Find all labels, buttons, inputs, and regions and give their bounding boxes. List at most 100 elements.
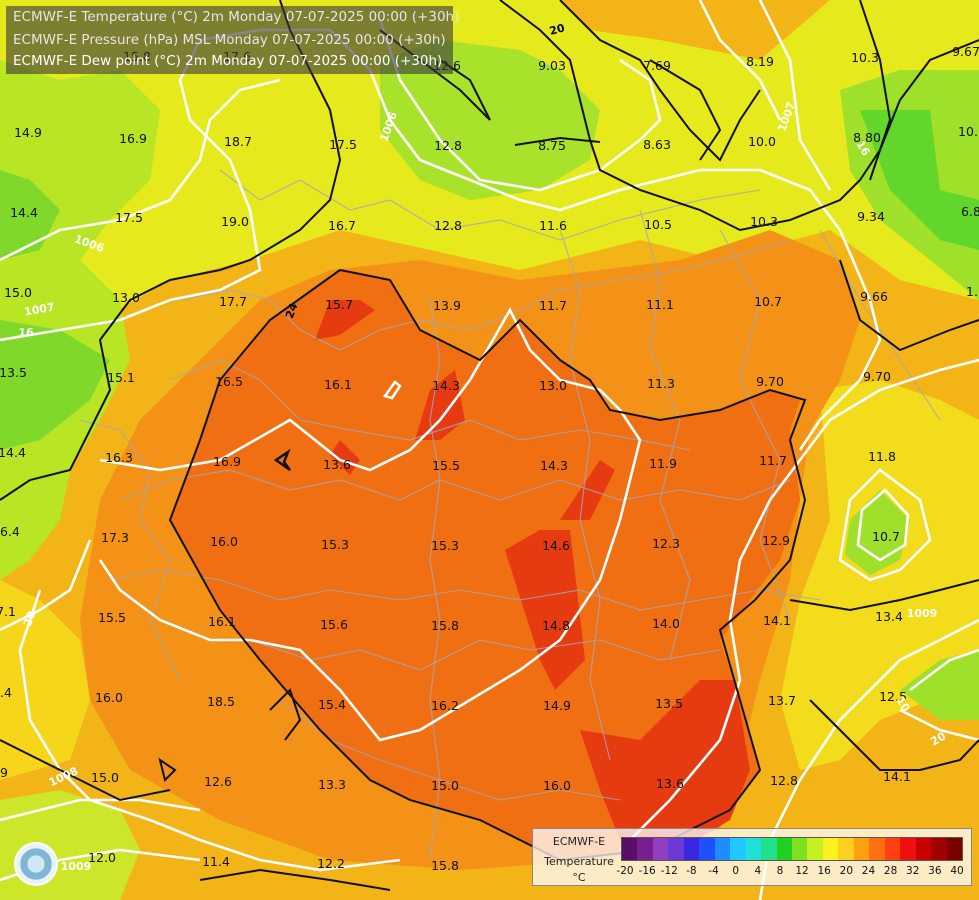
value-label: 16.0 — [95, 690, 123, 705]
value-label: 9 — [0, 765, 8, 780]
value-label: 17.5 — [329, 137, 357, 152]
value-label: 15.3 — [321, 537, 349, 552]
contour-label: 20 — [21, 609, 39, 628]
value-label: 15.8 — [431, 618, 459, 633]
legend-swatch — [931, 838, 947, 860]
value-label: 16.0 — [210, 534, 238, 549]
value-label: 7.1 — [0, 604, 16, 619]
field-red-spot — [505, 460, 615, 690]
value-label: 18.7 — [224, 134, 252, 149]
value-label: 12.5 — [879, 689, 907, 704]
value-label: 14.1 — [883, 769, 911, 784]
legend-swatch — [776, 838, 792, 860]
contour-label: 1009 — [907, 607, 938, 620]
value-label: 13.3 — [318, 777, 346, 792]
legend-tick: 0 — [732, 865, 739, 877]
value-label: 9.03 — [538, 58, 566, 73]
value-label: 12.2 — [317, 856, 345, 871]
value-label: 1. — [966, 284, 978, 299]
value-label: 10.7 — [872, 529, 900, 544]
value-label: 13.0 — [112, 290, 140, 305]
legend-tick: -12 — [660, 865, 678, 877]
value-label: 13.5 — [655, 696, 683, 711]
field-red-spot — [330, 440, 360, 475]
legend-tick: 32 — [906, 865, 920, 877]
value-label: 9.66 — [860, 289, 888, 304]
legend-color-bar — [621, 837, 963, 861]
value-label: 11.3 — [647, 376, 675, 391]
legend-tick: 24 — [861, 865, 876, 877]
legend-title: ECMWF-E — [552, 835, 606, 848]
value-label: 15.6 — [320, 617, 348, 632]
value-label: 16.9 — [119, 131, 147, 146]
legend-swatch — [761, 838, 777, 860]
value-label: 15.5 — [432, 458, 460, 473]
value-label: 8.75 — [538, 138, 566, 153]
map-header: ECMWF-E Temperature (°C) 2m Monday 07-07… — [6, 6, 459, 74]
legend-tick: -8 — [686, 865, 697, 877]
value-label: 16.9 — [213, 454, 241, 469]
value-label: 14.4 — [10, 205, 38, 220]
legend-swatch — [668, 838, 684, 860]
header-line-pressure: ECMWF-E Pressure (hPa) MSL Monday 07-07-… — [13, 32, 446, 48]
legend-swatch — [946, 838, 962, 860]
value-label: 15.1 — [107, 370, 135, 385]
value-label: 14.0 — [652, 616, 680, 631]
legend-swatch — [683, 838, 700, 860]
field-red-spot — [415, 370, 465, 440]
value-label: 9.70 — [863, 369, 891, 384]
value-label: 16.3 — [105, 450, 133, 465]
value-label: 10.3 — [851, 50, 879, 65]
legend-swatch — [637, 838, 653, 860]
legend-tick: 20 — [839, 865, 854, 877]
contour-label: 20 — [548, 21, 566, 38]
field-green-northeast-deep — [860, 110, 979, 250]
value-label: 14.8 — [542, 618, 570, 633]
legend-swatch — [791, 838, 808, 860]
value-label: 8.80 — [853, 130, 881, 145]
legend-swatch — [622, 838, 638, 860]
legend-swatch — [822, 838, 839, 860]
legend-swatch — [915, 838, 932, 860]
legend-tick: 36 — [928, 865, 942, 877]
value-label: 10. — [958, 124, 978, 139]
contour-loop — [273, 448, 291, 472]
contour-label: 1009 — [61, 860, 92, 873]
legend-ticks: -20 -16 -12 -8 -4 0 4 8 12 16 20 24 28 32 36 40 — [616, 865, 964, 879]
value-label: 11.7 — [759, 453, 787, 468]
value-label: 13.7 — [768, 693, 796, 708]
legend-tick: 28 — [883, 865, 898, 877]
value-label: 9.70 — [756, 374, 784, 389]
value-label: 13.5 — [0, 365, 27, 380]
contour-loop — [382, 380, 402, 400]
legend-tick: 4 — [754, 865, 762, 877]
value-label: 14.9 — [14, 125, 42, 140]
value-label: 11.9 — [649, 456, 677, 471]
legend-tick: 40 — [950, 865, 964, 877]
value-label: 16.2 — [431, 698, 459, 713]
value-label: 15.7 — [325, 297, 353, 312]
legend-tick: -16 — [638, 865, 656, 877]
value-label: 10.0 — [748, 134, 776, 149]
value-label: 16.1 — [208, 614, 236, 629]
legend-swatch — [869, 838, 885, 860]
value-label: 9.67 — [952, 44, 979, 59]
value-label: 17.7 — [219, 294, 247, 309]
contour-label: 1007 — [23, 300, 55, 318]
value-label: 15.0 — [431, 778, 459, 793]
value-label: 13.6 — [656, 776, 684, 791]
legend-swatch — [730, 838, 746, 860]
header-line-temperature: ECMWF-E Temperature (°C) 2m Monday 07-07… — [13, 9, 460, 25]
value-label: 11.1 — [646, 297, 674, 312]
legend-swatch — [838, 838, 854, 860]
header-line-dewpoint: ECMWF-E Dew point (°C) 2m Monday 07-07-2… — [13, 53, 443, 69]
value-label: 14.1 — [763, 613, 791, 628]
value-label: .4 — [0, 685, 12, 700]
logo-icon — [14, 842, 58, 886]
value-label: 16.0 — [543, 778, 571, 793]
value-label: 13.0 — [539, 378, 567, 393]
value-label: 16.1 — [324, 377, 352, 392]
